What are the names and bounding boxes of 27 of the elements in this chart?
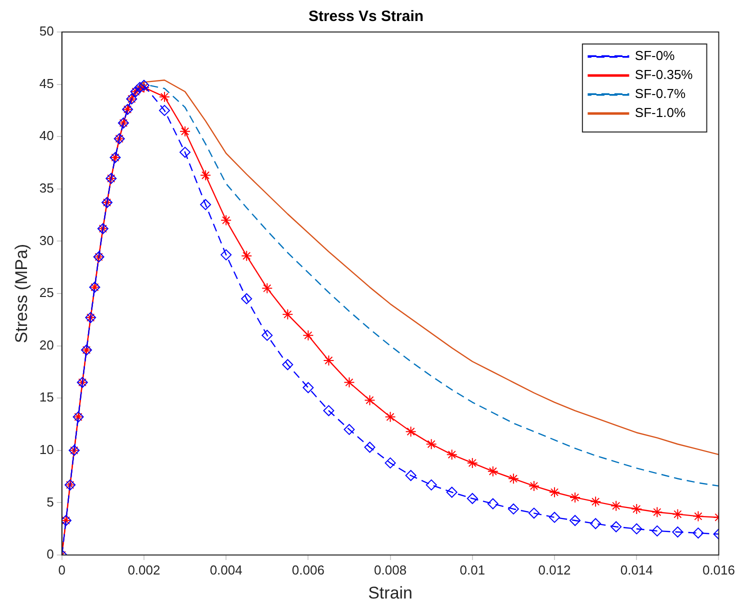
y-tick-label: 20 (39, 337, 54, 352)
legend-label: SF-0.7% (634, 86, 686, 102)
x-tick-label: 0.014 (620, 562, 653, 578)
x-tick-label: 0.004 (210, 562, 242, 578)
y-tick-label: 25 (39, 285, 54, 300)
y-tick-label: 30 (39, 232, 54, 248)
y-tick-label: 35 (39, 180, 54, 196)
y-tick-label: 45 (39, 76, 54, 91)
x-tick-label: 0.006 (292, 562, 324, 578)
x-tick-label: 0.002 (128, 562, 160, 578)
y-tick-label: 50 (39, 24, 54, 39)
y-axis-title: Stress (MPa) (12, 244, 31, 344)
x-tick-label: 0 (58, 562, 66, 578)
x-tick-label: 0.012 (538, 562, 571, 578)
x-tick-label: 0.008 (374, 562, 407, 578)
y-tick-label: 0 (46, 546, 54, 562)
y-tick-label: 40 (39, 128, 54, 144)
legend-label: SF-1.0% (634, 105, 686, 120)
x-tick-label: 0.01 (460, 562, 486, 578)
x-tick-label: 0.016 (702, 562, 736, 578)
legend-label: SF-0% (634, 48, 676, 64)
legend-label: SF-0.35% (634, 67, 694, 82)
chart-title: Stress Vs Strain (308, 8, 424, 26)
y-tick-label: 10 (39, 442, 54, 457)
y-tick-label: 15 (39, 390, 54, 405)
y-tick-label: 5 (46, 494, 54, 510)
x-axis-title: Strain (368, 583, 413, 602)
